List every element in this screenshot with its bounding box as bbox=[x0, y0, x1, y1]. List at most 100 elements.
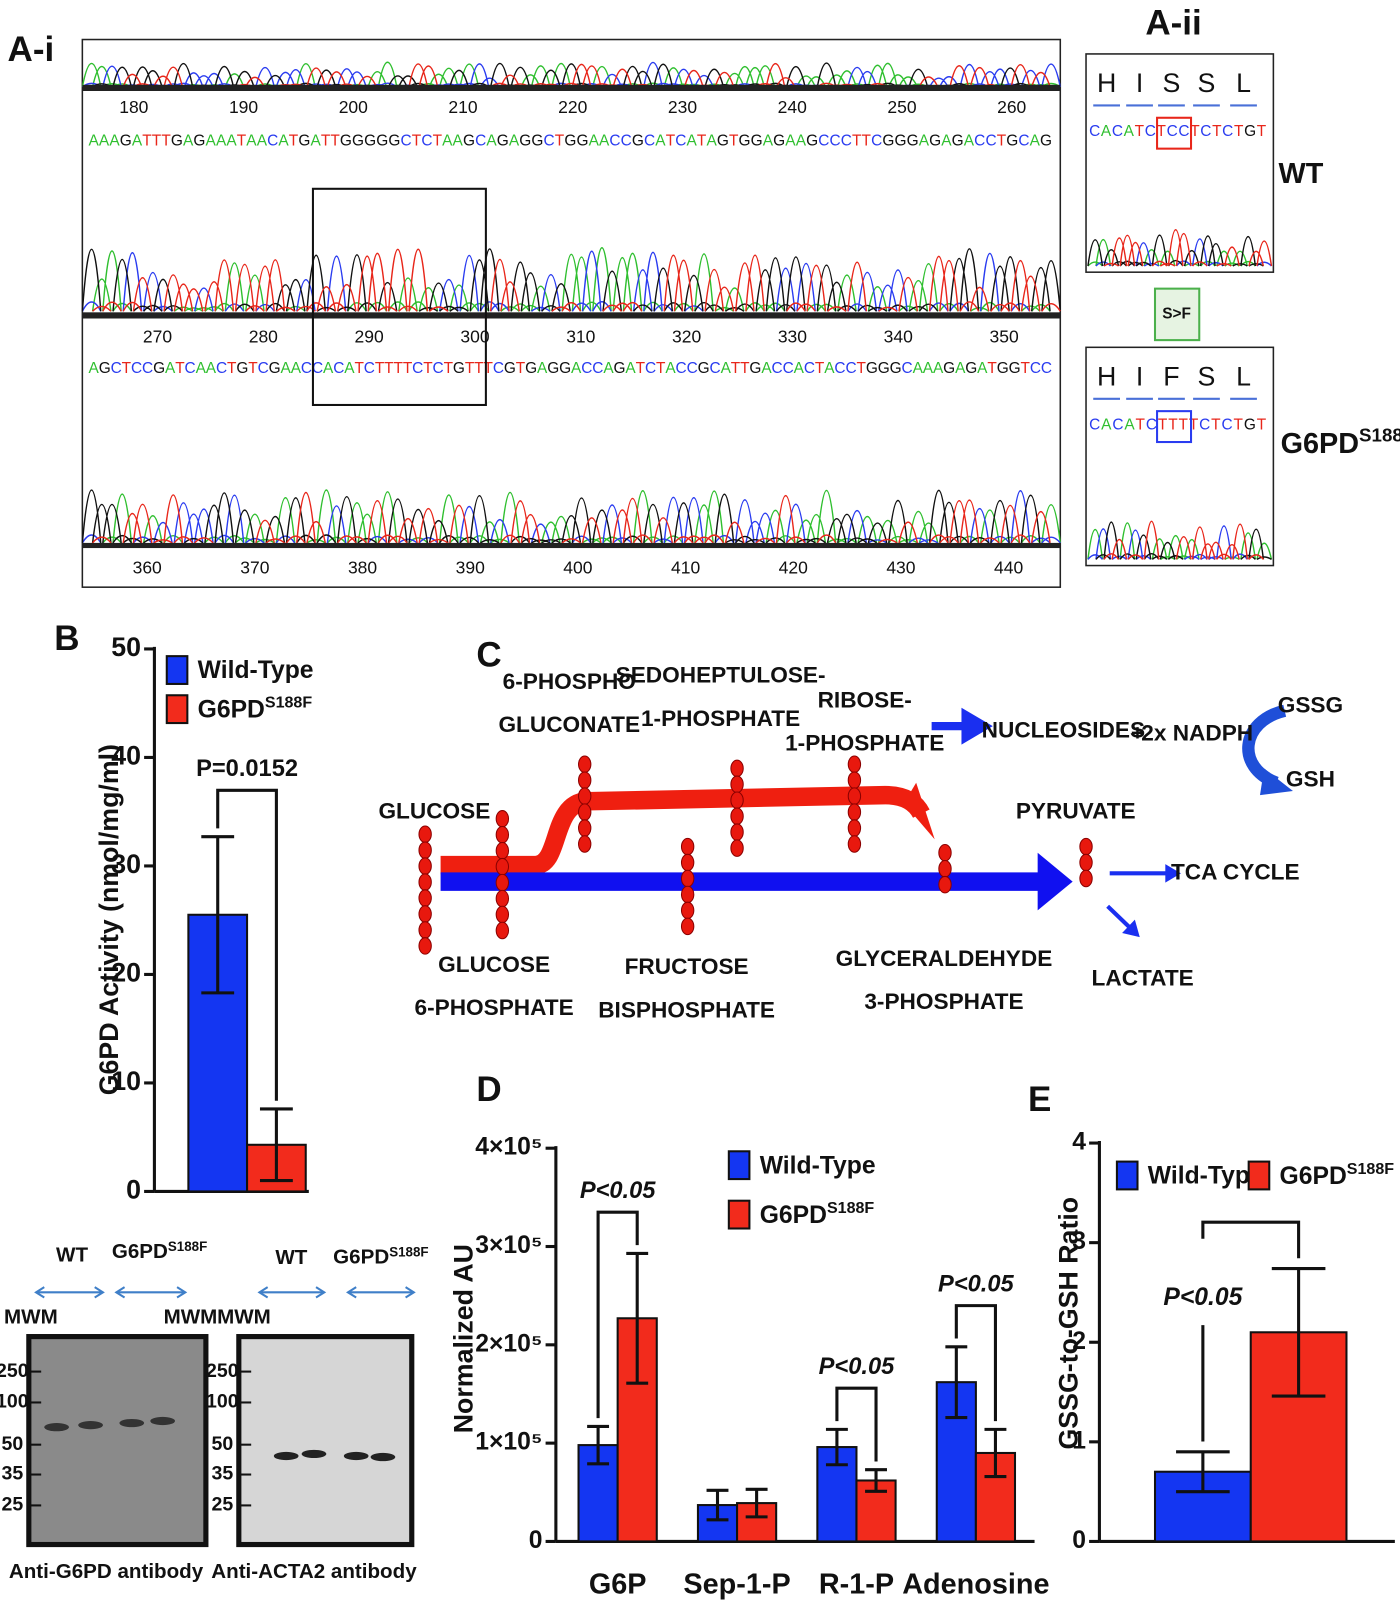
chromatogram-trace bbox=[1095, 521, 1272, 560]
legend-swatch bbox=[1115, 1160, 1139, 1191]
significance-bracket bbox=[596, 1210, 639, 1419]
bar bbox=[855, 1479, 897, 1543]
metabolite-label: LACTATE bbox=[1092, 965, 1194, 990]
glycolysis-arrowhead bbox=[1037, 852, 1073, 911]
legend-label: Wild-Type bbox=[1148, 1163, 1264, 1190]
metabolite-label: SEDOHEPTULOSE- bbox=[616, 663, 826, 688]
error-bar bbox=[259, 1107, 293, 1183]
sequence-position: 350 bbox=[989, 327, 1018, 347]
metabolite-dot bbox=[418, 825, 432, 843]
change-box bbox=[1153, 287, 1201, 342]
metabolite-dot bbox=[578, 835, 592, 853]
metabolite-dot bbox=[847, 819, 862, 837]
metabolite-dot bbox=[495, 873, 510, 892]
metabolite-label: NUCLEOSIDES bbox=[982, 717, 1145, 742]
error-bar bbox=[201, 835, 235, 995]
error-bar bbox=[945, 1345, 968, 1420]
sequence-position: 280 bbox=[249, 327, 278, 347]
metabolite-dot bbox=[578, 787, 592, 805]
metabolite-label: GLUCONATE bbox=[498, 712, 640, 737]
x-tick-label: Adenosine bbox=[902, 1568, 1049, 1600]
metabolite-label: 3-PHOSPHATE bbox=[864, 989, 1023, 1014]
sequence-position: 400 bbox=[563, 557, 592, 577]
metabolite-dot bbox=[418, 905, 432, 923]
metabolite-dot bbox=[938, 875, 952, 894]
significance-bracket bbox=[216, 788, 278, 1101]
sequence-position: 190 bbox=[229, 97, 258, 117]
metabolite-dot bbox=[1079, 853, 1093, 872]
significance-bracket bbox=[1201, 1220, 1301, 1442]
metabolite-label: PYRUVATE bbox=[1016, 799, 1136, 824]
chromatogram-trace bbox=[102, 489, 1061, 544]
sequence-position: 180 bbox=[119, 97, 148, 117]
legend-swatch bbox=[727, 1199, 751, 1230]
metabolite-dot bbox=[730, 839, 744, 857]
band bbox=[301, 1449, 327, 1459]
sequence-position: 210 bbox=[448, 97, 477, 117]
significance-label: P<0.05 bbox=[1163, 1284, 1243, 1311]
trace-box bbox=[1085, 346, 1275, 567]
metabolite-dot bbox=[495, 921, 510, 940]
sequence-position: 390 bbox=[456, 557, 485, 577]
y-tick-label: 0 bbox=[1072, 1527, 1086, 1554]
amino-acid: S bbox=[1163, 68, 1181, 98]
metabolite-dot bbox=[1079, 869, 1093, 888]
panel-label: A-ii bbox=[1145, 3, 1201, 42]
metabolite-dot bbox=[680, 837, 695, 856]
chromatogram-trace bbox=[1087, 234, 1264, 267]
legend-label: G6PDS188F bbox=[198, 694, 313, 724]
codon-box bbox=[1156, 116, 1193, 150]
mw-label: 250 bbox=[0, 1360, 29, 1382]
sequence-position: 340 bbox=[884, 327, 913, 347]
metabolite-dot bbox=[680, 869, 695, 888]
sequence-position: 300 bbox=[460, 327, 489, 347]
x-tick-label: Sep-1-P bbox=[683, 1568, 790, 1600]
sequence-position: 260 bbox=[997, 97, 1026, 117]
significance-label: P=0.0152 bbox=[196, 756, 298, 782]
flux-arrowhead bbox=[1122, 919, 1140, 938]
sequence-position: 430 bbox=[886, 557, 915, 577]
significance-label: P<0.05 bbox=[819, 1354, 895, 1380]
chromatogram-trace bbox=[81, 61, 1061, 88]
metabolite-dot bbox=[680, 885, 695, 904]
chromatogram-trace bbox=[81, 489, 1041, 544]
highlight-box bbox=[311, 187, 487, 406]
metabolite-label: 6-PHOSPHO bbox=[503, 669, 636, 694]
metabolite-dot bbox=[847, 755, 862, 773]
ruler-bar bbox=[82, 84, 1061, 91]
panel-label: D bbox=[476, 1070, 501, 1109]
metabolite-dot bbox=[495, 825, 510, 844]
metabolite-dot bbox=[680, 853, 695, 872]
chromatogram-trace bbox=[81, 490, 1061, 544]
metabolite-dot bbox=[418, 841, 432, 859]
metabolite-dot bbox=[418, 857, 432, 875]
amino-acid: S bbox=[1198, 68, 1216, 98]
significance-bracket bbox=[954, 1304, 997, 1422]
trace-box bbox=[1085, 53, 1275, 273]
sequence-position: 230 bbox=[668, 97, 697, 117]
metabolite-dot bbox=[495, 905, 510, 924]
metabolite-label: 2x NADPH bbox=[1141, 720, 1253, 745]
mw-label: 100 bbox=[206, 1391, 239, 1413]
metabolite-label: TCA CYCLE bbox=[1171, 859, 1300, 884]
blot bbox=[26, 1334, 209, 1548]
legend-swatch bbox=[727, 1150, 751, 1181]
lane-arrow bbox=[114, 1286, 188, 1299]
metabolite-dot bbox=[938, 844, 952, 862]
band bbox=[370, 1452, 396, 1462]
metabolite-dot bbox=[730, 823, 744, 841]
sequence-position: 370 bbox=[240, 557, 269, 577]
metabolite-dot bbox=[578, 819, 592, 837]
metabolite-dot bbox=[418, 921, 432, 939]
ruler-bar bbox=[82, 542, 1061, 549]
metabolite-dot bbox=[938, 859, 952, 878]
codon-sequence: CACATCTTTTCTCTGT bbox=[1089, 417, 1267, 434]
lane-label: G6PDS188F bbox=[112, 1239, 207, 1264]
amino-acid: S bbox=[1198, 361, 1216, 391]
error-bar bbox=[1271, 1267, 1326, 1398]
error-bar bbox=[745, 1487, 768, 1519]
chromatogram-trace bbox=[1087, 239, 1256, 267]
blot-caption: Anti-G6PD antibody bbox=[9, 1560, 204, 1583]
sequence-position: 320 bbox=[672, 327, 701, 347]
